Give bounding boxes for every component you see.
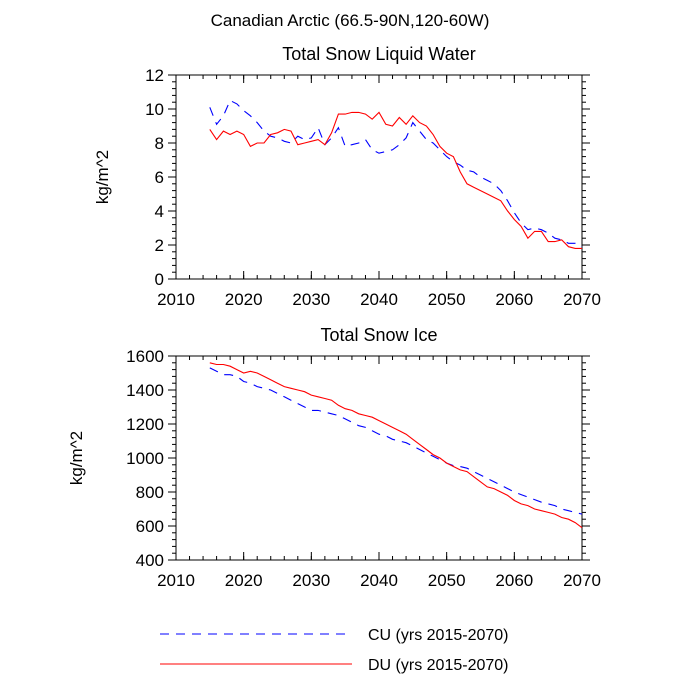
x-tick-label: 2030 [292, 290, 330, 309]
y-tick-label: 600 [136, 517, 164, 536]
y-tick-label: 0 [155, 270, 164, 289]
y-tick-label: 1400 [126, 381, 164, 400]
x-tick-label: 2050 [428, 290, 466, 309]
plot-frame [175, 355, 583, 561]
y-axis-label: kg/m^2 [67, 431, 86, 485]
x-tick-label: 2060 [495, 290, 533, 309]
x-tick-label: 2070 [563, 571, 601, 590]
figure-title: Canadian Arctic (66.5-90N,120-60W) [210, 11, 490, 30]
legend: CU (yrs 2015-2070) DU (yrs 2015-2070) [160, 627, 509, 674]
legend-label-du: DU (yrs 2015-2070) [368, 657, 509, 674]
series-line-du [209, 111, 582, 249]
y-tick-label: 800 [136, 483, 164, 502]
x-tick-label: 2040 [360, 290, 398, 309]
y-tick-label: 400 [136, 551, 164, 570]
x-tick-label: 2060 [495, 571, 533, 590]
x-tick-label: 2010 [157, 290, 195, 309]
legend-label-cu: CU (yrs 2015-2070) [368, 627, 509, 644]
plot-frame [175, 74, 583, 280]
x-tick-label: 2030 [292, 571, 330, 590]
x-tick-label: 2040 [360, 571, 398, 590]
y-axis-label: kg/m^2 [93, 150, 112, 204]
x-tick-label: 2070 [563, 290, 601, 309]
panel-snow-ice: 2010 2020 2030 2040 2050 2060 2070 400 600 800 100… [67, 325, 601, 590]
x-tick-label: 2050 [428, 571, 466, 590]
y-tick-label: 12 [145, 66, 164, 85]
y-tick-label: 10 [145, 100, 164, 119]
x-tick-label: 2020 [225, 571, 263, 590]
y-tick-label: 2 [155, 236, 164, 255]
panel-title: Total Snow Liquid Water [282, 44, 475, 64]
y-tick-label: 8 [155, 134, 164, 153]
y-tick-label: 1600 [126, 347, 164, 366]
series-line-du [209, 362, 583, 529]
y-tick-label: 1200 [126, 415, 164, 434]
x-tick-label: 2020 [225, 290, 263, 309]
series-line-cu [209, 99, 583, 248]
y-tick-label: 4 [155, 202, 164, 221]
x-tick-label: 2010 [157, 571, 195, 590]
y-tick-label: 1000 [126, 449, 164, 468]
y-tick-label: 6 [155, 168, 164, 187]
panel-snow-liquid-water: 2010 2020 2030 2040 2050 2060 2070 0 2 4 6 8 10 12 Tot… [93, 44, 601, 309]
panel-title: Total Snow Ice [320, 325, 437, 345]
series-line-cu [209, 367, 583, 515]
